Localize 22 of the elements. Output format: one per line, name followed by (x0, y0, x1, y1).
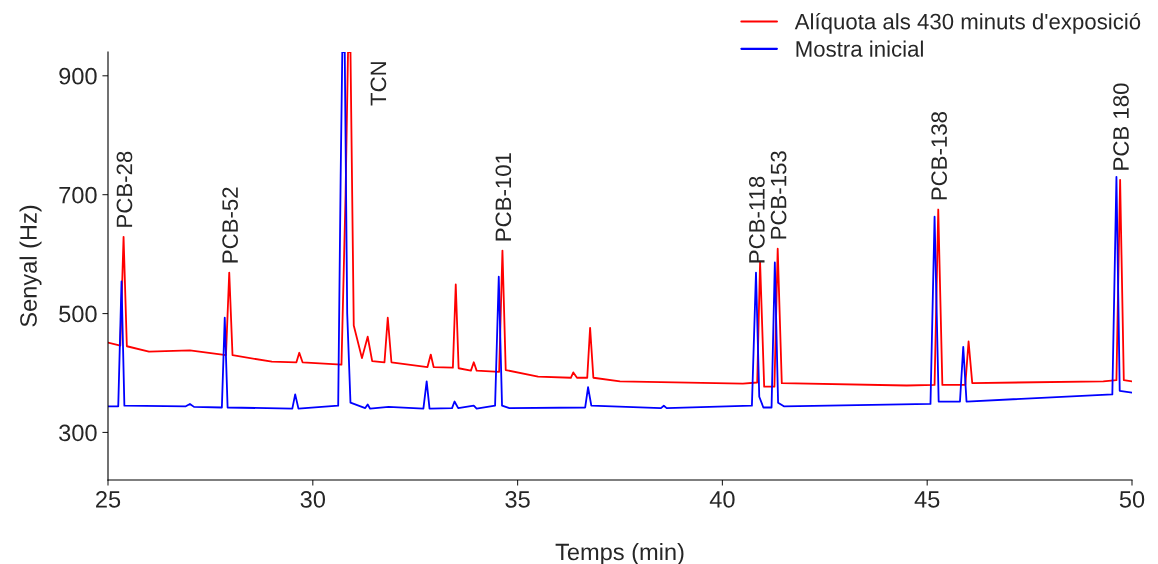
y-axis-title: Senyal (Hz) (19, 205, 42, 327)
x-tick-label: 35 (505, 491, 530, 508)
y-tick-label: 500 (59, 305, 97, 323)
annotation: PCB-52 (222, 187, 238, 263)
y-tick-label: 300 (59, 424, 97, 442)
y-tick-label: 700 (59, 186, 97, 204)
x-tick-label: 40 (709, 491, 735, 508)
annotation: TCN (370, 62, 387, 106)
x-axis-title: Temps (min) (555, 542, 684, 564)
legend-label: Alíquota als 430 minuts d'exposició (794, 12, 1141, 34)
y-tick-label: 900 (59, 67, 97, 85)
annotation: PCB-101 (495, 153, 512, 241)
annotation: PCB-28 (116, 151, 133, 227)
annotation: PCB-118 (748, 176, 765, 263)
annotation: PCB 180 (1113, 83, 1129, 170)
annotation: PCB-153 (770, 151, 787, 239)
x-tick-label: 50 (1119, 491, 1145, 508)
x-tick-label: 45 (914, 491, 940, 508)
legend-label: Mostra inicial (796, 40, 923, 57)
x-tick-label: 25 (96, 491, 121, 508)
annotation: PCB-138 (931, 111, 947, 200)
x-tick-label: 30 (300, 491, 326, 508)
